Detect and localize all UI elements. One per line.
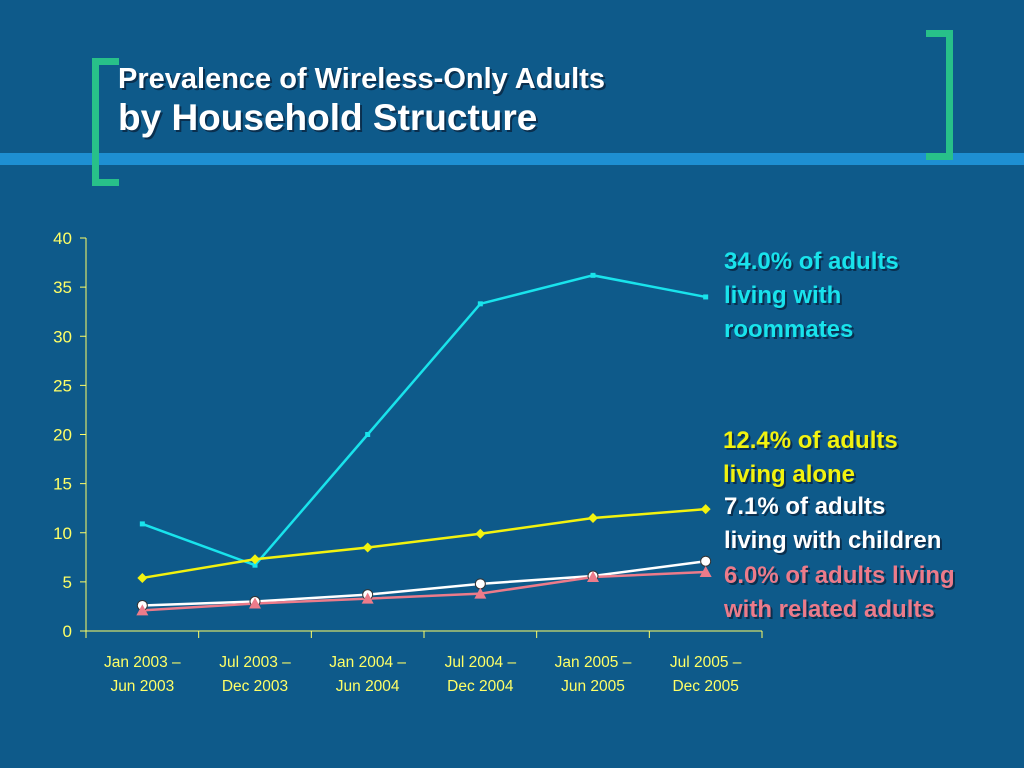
x-tick-label: Dec 2004 xyxy=(447,678,514,695)
series-line-children xyxy=(142,560,706,607)
annotation-alone-line: living alone xyxy=(723,461,856,488)
right-bracket-decoration xyxy=(926,30,953,160)
annotation-roommates-line: roommates xyxy=(724,316,854,343)
data-point-alone xyxy=(588,513,598,524)
data-point-alone xyxy=(250,554,260,565)
data-point-related xyxy=(361,592,374,604)
x-tick-label: Dec 2005 xyxy=(672,678,738,695)
y-tick-label: 25 xyxy=(53,376,72,395)
decorative-band xyxy=(0,153,1024,165)
y-tick-label: 15 xyxy=(53,475,72,494)
data-point-related xyxy=(699,566,712,578)
data-point-roommates xyxy=(703,294,709,300)
data-point-children xyxy=(474,578,486,590)
x-tick-label: Jun 2005 xyxy=(561,678,625,695)
data-point-roommates xyxy=(139,521,145,527)
annotation-alone-line: 12.4% of adults xyxy=(723,427,898,454)
data-point-alone xyxy=(475,528,486,539)
x-tick-label: Jul 2003 – xyxy=(219,654,291,671)
data-point-roommates xyxy=(252,562,258,568)
y-tick-label: 35 xyxy=(53,278,72,297)
annotation-related: 6.0% of adults living with related adult… xyxy=(724,559,955,627)
annotation-children: 7.1% of adults living with children xyxy=(724,490,941,558)
annotation-roommates-line: living with xyxy=(724,282,842,309)
slide-title: Prevalence of Wireless-Only Adults by Ho… xyxy=(118,62,605,140)
title-line-2: by Household Structure xyxy=(118,97,538,138)
data-point-alone xyxy=(137,572,148,583)
y-tick-label: 5 xyxy=(63,573,72,592)
annotation-roommates: 34.0% of adults living with roommates xyxy=(724,245,899,347)
annotation-children-line: 7.1% of adults xyxy=(724,493,886,520)
x-tick-label: Jul 2004 – xyxy=(445,654,517,671)
data-point-related xyxy=(474,587,487,599)
y-tick-label: 30 xyxy=(53,327,72,346)
x-tick-label: Jan 2004 – xyxy=(329,654,406,671)
annotation-roommates-line: 34.0% of adults xyxy=(724,248,899,275)
data-point-roommates xyxy=(365,432,371,437)
y-tick-label: 20 xyxy=(53,426,72,445)
left-bracket-decoration xyxy=(92,58,119,186)
x-tick-label: Jan 2005 – xyxy=(555,654,632,671)
y-tick-label: 10 xyxy=(53,524,72,543)
data-point-related xyxy=(249,597,261,609)
annotation-related-line: with related adults xyxy=(724,596,935,623)
data-point-alone xyxy=(700,504,711,515)
data-point-alone xyxy=(362,542,373,553)
data-point-roommates xyxy=(590,272,596,278)
data-point-related xyxy=(136,604,149,616)
annotation-related-line: 6.0% of adults living xyxy=(724,562,955,589)
data-point-roommates xyxy=(477,301,483,307)
y-tick-label: 0 xyxy=(63,622,72,641)
data-point-related xyxy=(587,570,599,582)
data-point-children xyxy=(700,555,712,567)
series-line-roommates xyxy=(141,274,706,567)
y-tick-label: 40 xyxy=(53,229,72,248)
series-line-alone xyxy=(142,507,706,580)
x-tick-label: Jun 2003 xyxy=(110,678,174,695)
annotation-alone: 12.4% of adults living alone xyxy=(723,424,898,492)
x-tick-label: Jul 2005 – xyxy=(670,654,742,671)
annotation-children-line: living with children xyxy=(724,527,942,554)
x-tick-label: Dec 2003 xyxy=(222,678,288,695)
x-tick-label: Jun 2004 xyxy=(336,678,400,695)
x-tick-label: Jan 2003 – xyxy=(104,654,181,671)
series-line-related xyxy=(142,570,706,612)
title-line-1: Prevalence of Wireless-Only Adults xyxy=(118,63,605,95)
